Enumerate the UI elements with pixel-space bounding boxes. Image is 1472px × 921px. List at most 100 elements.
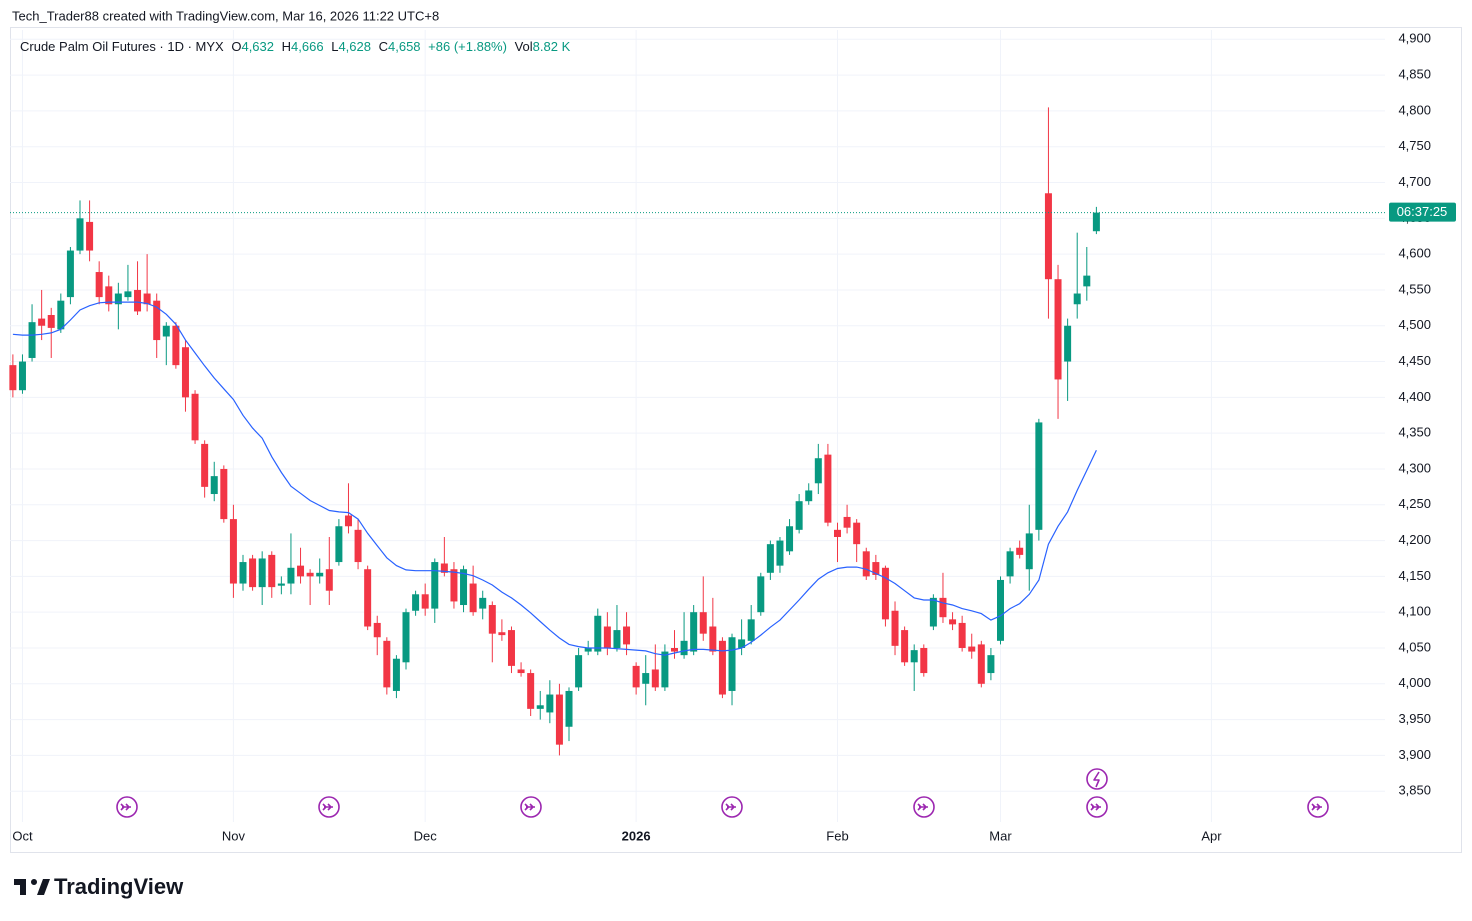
chart-frame bbox=[10, 27, 1462, 853]
candle-body bbox=[642, 673, 650, 684]
y-tick-label: 4,050 bbox=[1398, 639, 1431, 654]
event-icon[interactable] bbox=[1086, 796, 1108, 818]
candle-body bbox=[891, 610, 899, 646]
candle-body bbox=[824, 454, 832, 523]
candle-body bbox=[57, 300, 65, 330]
candle-body bbox=[479, 597, 487, 609]
candle-body bbox=[373, 622, 381, 638]
candle-body bbox=[421, 594, 429, 609]
event-icon[interactable] bbox=[913, 796, 935, 818]
candle-body bbox=[344, 515, 352, 527]
candle-body bbox=[738, 639, 746, 648]
candle-body bbox=[690, 612, 698, 652]
candle-body bbox=[191, 393, 199, 441]
candle-body bbox=[507, 630, 515, 666]
event-icon[interactable] bbox=[721, 796, 743, 818]
logo: TradingView bbox=[14, 874, 184, 899]
legend-close-label: C bbox=[379, 39, 388, 54]
news-icon[interactable] bbox=[1086, 768, 1108, 790]
candle-body bbox=[833, 529, 841, 537]
candle-body bbox=[18, 361, 26, 391]
candle-body bbox=[613, 630, 621, 648]
candle-body bbox=[1025, 533, 1033, 570]
candle-body bbox=[201, 443, 209, 487]
moving-average-line bbox=[12, 301, 1097, 656]
candle-body bbox=[594, 615, 602, 652]
y-tick-label: 4,100 bbox=[1398, 604, 1431, 619]
candle-body bbox=[86, 221, 94, 251]
candle-body bbox=[335, 526, 343, 563]
y-tick-label: 3,850 bbox=[1398, 783, 1431, 798]
candle-body bbox=[28, 322, 36, 358]
y-tick-label: 4,800 bbox=[1398, 102, 1431, 117]
event-icon[interactable] bbox=[318, 796, 340, 818]
logo-text: TradingView bbox=[54, 874, 184, 899]
legend-volume-label: Vol bbox=[515, 39, 533, 54]
candle-body bbox=[277, 583, 285, 586]
candle-body bbox=[1054, 279, 1062, 380]
candle-body bbox=[929, 597, 937, 627]
x-tick-label: Oct bbox=[12, 828, 33, 843]
price-tag bbox=[1389, 202, 1456, 222]
candle-body bbox=[718, 640, 726, 695]
candle-body bbox=[536, 705, 544, 709]
candle-body bbox=[747, 619, 755, 641]
y-tick-label: 4,750 bbox=[1398, 138, 1431, 153]
candle-body bbox=[460, 569, 468, 606]
legend-high-label: H bbox=[282, 39, 291, 54]
attribution: Tech_Trader88 created with TradingView.c… bbox=[12, 8, 439, 23]
countdown: 06:37:25 bbox=[1397, 204, 1448, 219]
x-tick-label: 2026 bbox=[622, 828, 651, 843]
candle-body bbox=[843, 516, 851, 528]
candle-body bbox=[901, 630, 909, 663]
y-tick-label: 4,500 bbox=[1398, 317, 1431, 332]
candle-body bbox=[1016, 547, 1024, 555]
event-icon[interactable] bbox=[520, 796, 542, 818]
candle-body bbox=[1092, 212, 1100, 232]
y-tick-label: 4,900 bbox=[1398, 31, 1431, 46]
candle-body bbox=[1035, 422, 1043, 530]
event-icon[interactable] bbox=[116, 796, 138, 818]
candle-body bbox=[709, 626, 717, 652]
y-tick-label: 4,600 bbox=[1398, 246, 1431, 261]
candle-body bbox=[1083, 275, 1091, 287]
candle-body bbox=[143, 293, 151, 305]
candle-body bbox=[651, 669, 659, 688]
candle-body bbox=[872, 562, 880, 575]
y-tick-label: 4,550 bbox=[1398, 281, 1431, 296]
y-tick-label: 4,450 bbox=[1398, 353, 1431, 368]
x-tick-label: Mar bbox=[989, 828, 1012, 843]
legend: Crude Palm Oil Futures · 1D · MYX O4,632… bbox=[20, 39, 571, 54]
y-tick-label: 3,900 bbox=[1398, 747, 1431, 762]
candle-body bbox=[977, 644, 985, 684]
y-tick-label: 4,000 bbox=[1398, 675, 1431, 690]
event-markers bbox=[116, 768, 1329, 818]
candle-body bbox=[162, 325, 170, 337]
y-tick-label: 4,850 bbox=[1398, 67, 1431, 82]
candle-body bbox=[38, 318, 46, 326]
event-icon[interactable] bbox=[1307, 796, 1329, 818]
candle-body bbox=[297, 565, 305, 577]
candle-body bbox=[632, 665, 640, 688]
candle-body bbox=[565, 690, 573, 727]
candle-body bbox=[258, 558, 266, 588]
candle-body bbox=[249, 558, 257, 588]
candle-body bbox=[910, 650, 918, 663]
candle-body bbox=[786, 526, 794, 552]
x-tick-label: Apr bbox=[1201, 828, 1222, 843]
candle-body bbox=[1073, 293, 1081, 305]
candle-body bbox=[440, 563, 448, 573]
candle-body bbox=[766, 544, 774, 573]
legend-close: 4,658 bbox=[388, 39, 421, 54]
candle-body bbox=[153, 300, 161, 341]
candle-body bbox=[623, 626, 631, 645]
candle-body bbox=[670, 647, 678, 652]
candle-body bbox=[881, 567, 889, 620]
candle-body bbox=[795, 501, 803, 530]
candle-body bbox=[364, 569, 372, 627]
candle-body bbox=[680, 640, 688, 656]
candle-body bbox=[124, 291, 132, 298]
candle-body bbox=[402, 612, 410, 663]
